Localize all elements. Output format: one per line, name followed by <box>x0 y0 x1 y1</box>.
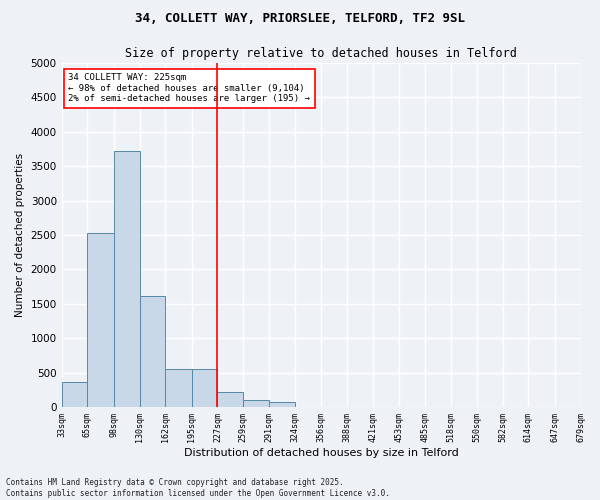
Text: 34 COLLETT WAY: 225sqm
← 98% of detached houses are smaller (9,104)
2% of semi-d: 34 COLLETT WAY: 225sqm ← 98% of detached… <box>68 74 310 103</box>
Text: 34, COLLETT WAY, PRIORSLEE, TELFORD, TF2 9SL: 34, COLLETT WAY, PRIORSLEE, TELFORD, TF2… <box>135 12 465 26</box>
Bar <box>243 400 269 407</box>
Bar <box>192 368 217 407</box>
Bar <box>217 392 243 407</box>
Bar <box>165 368 192 407</box>
X-axis label: Distribution of detached houses by size in Telford: Distribution of detached houses by size … <box>184 448 458 458</box>
Bar <box>88 233 114 407</box>
Text: Contains HM Land Registry data © Crown copyright and database right 2025.
Contai: Contains HM Land Registry data © Crown c… <box>6 478 390 498</box>
Bar <box>62 382 88 407</box>
Bar <box>114 151 140 407</box>
Title: Size of property relative to detached houses in Telford: Size of property relative to detached ho… <box>125 48 517 60</box>
Bar <box>140 296 165 407</box>
Y-axis label: Number of detached properties: Number of detached properties <box>15 153 25 317</box>
Bar <box>269 402 295 407</box>
